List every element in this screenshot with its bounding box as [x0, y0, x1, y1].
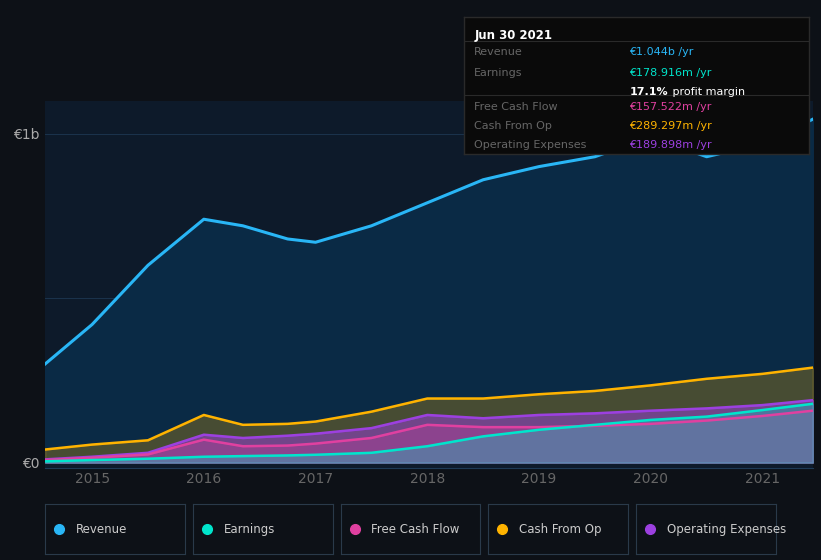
Text: €178.916m /yr: €178.916m /yr [630, 68, 712, 78]
Text: Earnings: Earnings [223, 522, 275, 536]
Text: Operating Expenses: Operating Expenses [475, 141, 586, 150]
Text: Jun 30 2021: Jun 30 2021 [475, 29, 553, 42]
Text: Cash From Op: Cash From Op [475, 121, 552, 131]
Text: 17.1%: 17.1% [630, 87, 668, 97]
Text: Free Cash Flow: Free Cash Flow [371, 522, 460, 536]
Text: Revenue: Revenue [76, 522, 127, 536]
Text: €189.898m /yr: €189.898m /yr [630, 141, 712, 150]
Text: Cash From Op: Cash From Op [519, 522, 602, 536]
Text: profit margin: profit margin [669, 87, 745, 97]
Text: Revenue: Revenue [475, 47, 523, 57]
Text: Free Cash Flow: Free Cash Flow [475, 102, 557, 112]
Text: Operating Expenses: Operating Expenses [667, 522, 787, 536]
Text: Earnings: Earnings [475, 68, 523, 78]
Text: €289.297m /yr: €289.297m /yr [630, 121, 712, 131]
Text: €157.522m /yr: €157.522m /yr [630, 102, 712, 112]
Text: €1.044b /yr: €1.044b /yr [630, 47, 694, 57]
